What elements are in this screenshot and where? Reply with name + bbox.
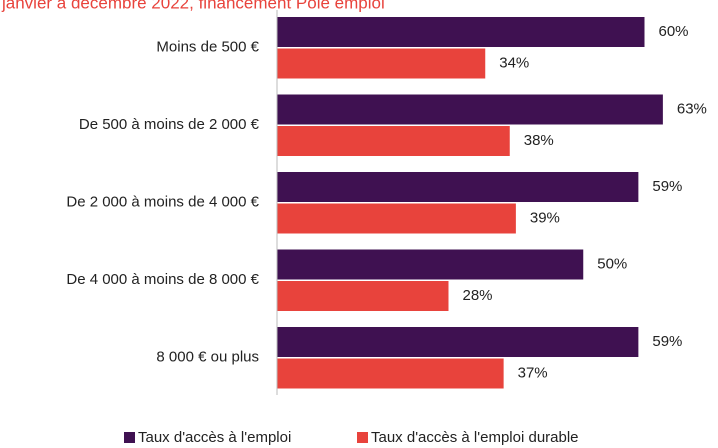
chart-subtitle: janvier à décembre 2022, financement Pôl… xyxy=(1,0,385,12)
category-label: De 500 à moins de 2 000 € xyxy=(79,116,260,133)
bar xyxy=(277,94,663,125)
value-label: 50% xyxy=(597,255,627,272)
value-label: 28% xyxy=(463,287,493,304)
legend-label: Taux d'accès à l'emploi xyxy=(138,429,291,446)
value-label: 59% xyxy=(652,333,682,350)
value-label: 37% xyxy=(518,364,548,381)
legend-label: Taux d'accès à l'emploi durable xyxy=(371,429,579,446)
category-label: De 2 000 à moins de 4 000 € xyxy=(66,193,259,210)
legend-swatch xyxy=(124,432,135,443)
bar xyxy=(277,249,584,280)
value-label: 63% xyxy=(677,100,707,117)
value-label: 59% xyxy=(652,178,682,195)
value-label: 34% xyxy=(499,54,529,71)
bar xyxy=(277,327,639,357)
bar xyxy=(277,172,639,202)
value-label: 39% xyxy=(530,209,560,226)
bar xyxy=(277,48,486,79)
bar xyxy=(277,17,645,47)
bar xyxy=(277,203,516,234)
bar xyxy=(277,358,504,389)
value-label: 60% xyxy=(659,23,689,40)
legend-swatch xyxy=(357,432,368,443)
category-label: 8 000 € ou plus xyxy=(156,348,259,365)
category-label: Moins de 500 € xyxy=(156,38,259,55)
bar xyxy=(277,126,510,156)
category-label: De 4 000 à moins de 8 000 € xyxy=(66,271,259,288)
value-label: 38% xyxy=(524,132,554,149)
bar xyxy=(277,281,449,311)
